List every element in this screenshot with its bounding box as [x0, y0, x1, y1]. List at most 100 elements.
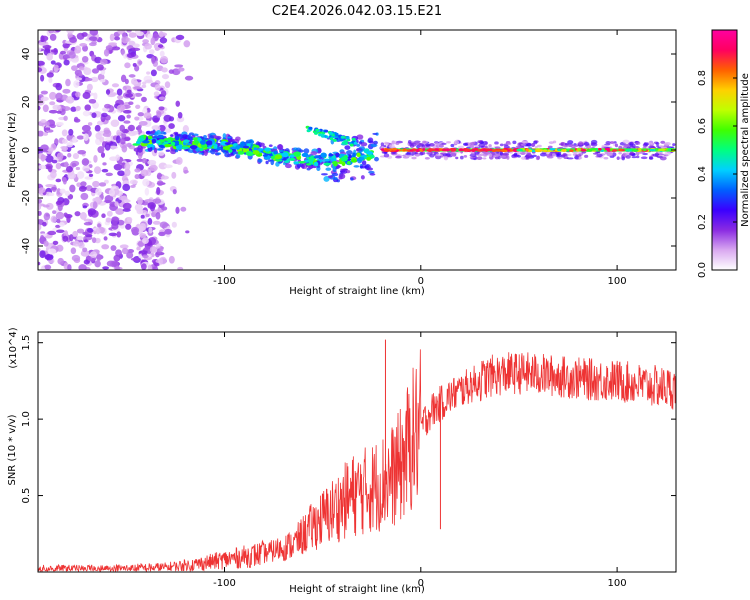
spectrogram-cell — [42, 204, 50, 208]
spectrogram-cell — [113, 36, 121, 41]
spectrogram-cell — [137, 124, 142, 129]
spectrogram-cell — [42, 44, 52, 49]
spectrogram-cell — [373, 140, 378, 145]
spectrogram-cell — [108, 42, 118, 46]
spectrogram-cell — [329, 137, 334, 141]
spectrogram-cell — [520, 143, 527, 146]
spectrogram-cell — [516, 151, 520, 156]
spectrogram-cell — [61, 138, 68, 144]
spectrogram-cell — [347, 158, 352, 161]
spectrogram-cell — [177, 111, 183, 119]
spectrogram-cell — [95, 132, 102, 140]
spectrogram-cell — [59, 188, 66, 194]
spectrogram-cell — [66, 30, 75, 34]
spectrogram-cell — [75, 105, 81, 111]
spectrogram-cell — [415, 149, 420, 152]
spectrogram-cell — [366, 151, 374, 155]
spectrogram-cell — [38, 210, 42, 216]
spectrogram-cell — [519, 150, 527, 155]
spectrogram-cell — [161, 74, 170, 80]
spectrogram-cell — [107, 93, 116, 98]
spectrogram-cell — [222, 133, 227, 139]
spectrogram-cell — [132, 62, 137, 67]
spectrogram-cell — [351, 137, 356, 141]
x-tick-label: 0 — [418, 578, 424, 589]
x-tick-label: -100 — [213, 578, 236, 589]
spectrogram-cell — [642, 148, 647, 152]
spectrogram-cell — [342, 168, 348, 171]
spectrogram-cell — [150, 37, 156, 46]
spectrogram-cell — [157, 134, 164, 139]
spectrogram-cell — [526, 142, 532, 147]
spectrogram-cell — [604, 147, 611, 151]
spectrogram-cell — [57, 203, 63, 212]
spectrogram-cell — [485, 148, 493, 152]
spectrogram-cell — [525, 148, 530, 152]
spectrogram-cell — [512, 140, 517, 145]
spectrogram-cell — [93, 166, 102, 175]
spectrogram-cell — [205, 140, 213, 146]
spectrogram-cell — [457, 145, 465, 149]
spectrogram-cell — [516, 148, 524, 152]
spectrogram-cell — [609, 141, 615, 145]
spectrogram-cell — [40, 119, 47, 123]
spectrogram-cell — [155, 212, 161, 220]
spectrogram-cell — [411, 156, 417, 160]
spectrogram-cell — [624, 143, 631, 147]
spectrogram-cell — [71, 65, 78, 71]
spectrogram-cell — [142, 178, 150, 187]
spectrogram-cell — [554, 151, 559, 154]
spectrogram-cell — [74, 45, 82, 54]
spectrogram-cell — [140, 135, 144, 138]
spectrogram-cell — [105, 217, 112, 223]
spectrogram-cell — [127, 124, 135, 132]
spectrogram-cell — [446, 141, 451, 144]
y-tick-label: 20 — [21, 96, 32, 109]
spectrogram-cell — [177, 266, 184, 270]
spectrogram-cell — [67, 264, 72, 270]
spectrogram-cell — [141, 84, 147, 89]
spectrogram-cell — [350, 177, 354, 181]
spectrogram-cell — [499, 143, 504, 147]
spectrogram-cell — [56, 110, 62, 114]
spectrogram-cell — [235, 145, 241, 150]
spectrogram-cell — [48, 77, 53, 84]
spectrogram-cell — [189, 145, 198, 150]
spectrogram-cell — [158, 162, 168, 170]
y-tick-label: 1.0 — [21, 411, 32, 427]
spectrogram-cell — [155, 140, 161, 144]
spectrogram-cell — [99, 58, 108, 65]
spectrogram-cell — [156, 110, 162, 118]
spectrogram-cell — [338, 173, 346, 180]
spectrogram-cell — [104, 194, 114, 203]
y-tick-label: 0 — [21, 147, 32, 153]
spectrogram-cell — [50, 49, 58, 53]
spectrogram-cell — [111, 46, 121, 51]
spectrogram-cell — [535, 155, 540, 161]
spectrogram-cell — [49, 101, 56, 106]
spectrogram-cell — [55, 121, 63, 127]
spectrogram-cell — [549, 147, 556, 151]
spectrogram-cell — [156, 129, 162, 135]
spectrogram-cell — [161, 67, 168, 73]
spectrogram-cell — [441, 142, 447, 145]
spectrogram-cell — [572, 144, 579, 148]
spectrogram-cell — [72, 240, 81, 247]
spectrogram-cell — [175, 157, 183, 165]
spectrogram-cell — [77, 149, 87, 155]
spectrogram-cell — [150, 69, 157, 77]
spectrogram-cell — [75, 77, 83, 81]
spectrogram-cell — [137, 144, 143, 153]
spectrogram-cell — [138, 60, 143, 65]
spectrogram-cell — [149, 245, 157, 253]
spectrogram-cell — [618, 152, 622, 155]
spectrogram-cell — [328, 153, 334, 157]
spectrogram-cell — [126, 30, 132, 33]
spectrogram-cell — [67, 152, 72, 158]
spectrogram-cell — [411, 148, 417, 151]
spectrogram-cell — [577, 147, 582, 151]
spectrogram-cell — [76, 171, 85, 179]
spectrogram-cell — [648, 156, 654, 160]
spectrogram-cell — [482, 157, 487, 160]
spectrogram-cell — [63, 115, 68, 121]
